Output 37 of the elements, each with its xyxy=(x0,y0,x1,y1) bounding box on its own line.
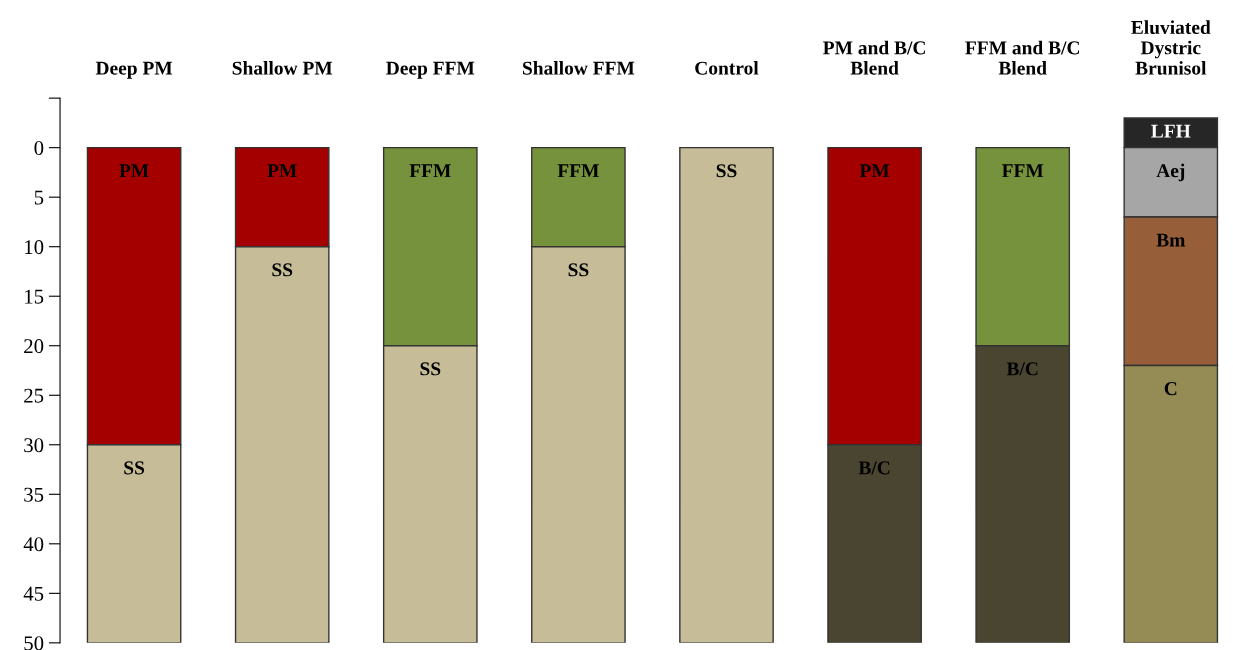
series-label: PM xyxy=(119,164,149,178)
text: SS xyxy=(568,263,589,277)
x-tick-label: PM and B/C Blend xyxy=(823,40,925,75)
y-tick-label: 20 xyxy=(24,339,44,354)
y-tick-label: 10 xyxy=(25,240,44,255)
series-label: Aej xyxy=(1156,163,1185,182)
bar xyxy=(679,146,774,643)
x-tick-label: Shallow PM xyxy=(232,61,333,75)
x-tick-label: Eluviated Dystric Brunisol xyxy=(1131,20,1211,75)
text: SS xyxy=(716,164,737,178)
text: FFM xyxy=(557,164,599,178)
x-tick-label: Shallow FFM xyxy=(522,61,635,75)
y-tick-label: 40 xyxy=(23,537,44,552)
text: SS xyxy=(272,263,293,277)
y-tick-label: 30 xyxy=(24,438,44,453)
x-tick-label: Control xyxy=(695,61,759,75)
text: PM xyxy=(859,164,890,178)
text: FFM xyxy=(1001,164,1044,178)
series-label: C xyxy=(1164,382,1177,396)
series-label: FFM xyxy=(409,164,451,178)
y-tick-label: 50 xyxy=(24,636,44,650)
series-label: Bm xyxy=(1156,233,1186,247)
y-tick-label: 25 xyxy=(24,388,44,403)
y-tick-label: 5 xyxy=(34,190,44,205)
y-tick-label: 15 xyxy=(25,289,44,304)
text: B/C xyxy=(1006,362,1038,376)
x-tick-label: FFM and B/C Blend xyxy=(965,40,1080,75)
x-tick-label: Deep FFM xyxy=(386,61,475,79)
text: PM xyxy=(267,164,297,178)
x-tick-label: Deep PM xyxy=(95,61,173,79)
series-label: SS xyxy=(124,461,145,475)
y-tick-label: 35 xyxy=(24,487,44,502)
text: SS xyxy=(420,362,441,376)
series-label: B/C xyxy=(858,461,890,475)
series-label: LFH xyxy=(1151,124,1191,138)
y-tick-label: 45 xyxy=(23,586,44,601)
y-tick-label: 0 xyxy=(34,141,44,156)
